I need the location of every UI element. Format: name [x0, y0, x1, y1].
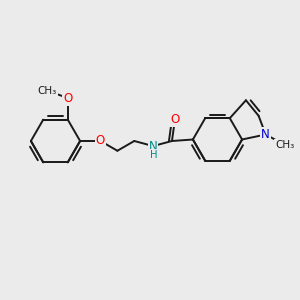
- Text: CH₃: CH₃: [38, 85, 57, 96]
- Text: H: H: [150, 150, 158, 160]
- Text: O: O: [96, 134, 105, 148]
- Text: O: O: [63, 92, 72, 105]
- Text: CH₃: CH₃: [275, 140, 294, 150]
- Text: N: N: [261, 128, 270, 141]
- Text: O: O: [170, 113, 180, 126]
- Text: N: N: [149, 140, 158, 152]
